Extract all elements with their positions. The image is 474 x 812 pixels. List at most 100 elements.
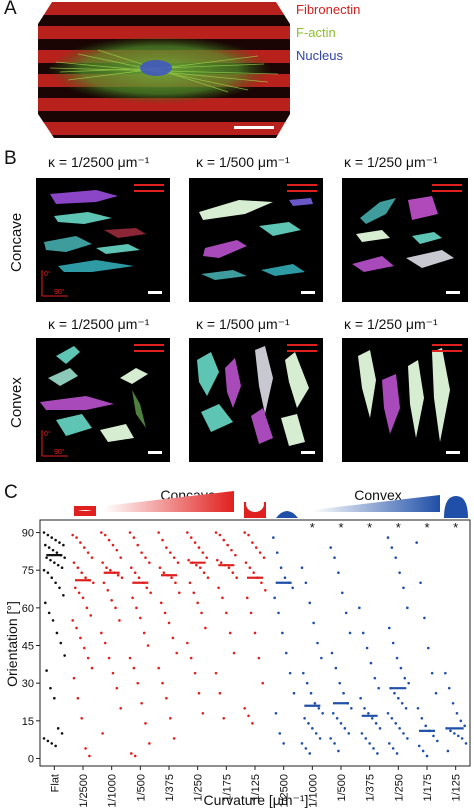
- x-axis-label: Curvature [μm⁻¹]: [204, 792, 309, 808]
- axis-arrows-icon: 0° 90°: [41, 430, 68, 457]
- data-point: [312, 621, 315, 625]
- data-point: [329, 737, 332, 740]
- concave-tile-3: [342, 178, 468, 302]
- x-tick-label: 1/1000: [107, 774, 119, 808]
- x-tick-label: 1/175: [221, 774, 233, 802]
- data-point: [333, 556, 336, 559]
- data-point: [42, 568, 46, 572]
- data-point: [257, 656, 261, 660]
- data-point: [72, 676, 76, 680]
- data-point: [305, 681, 309, 685]
- data-point: [73, 586, 77, 590]
- data-point: [300, 742, 304, 745]
- data-point: [451, 701, 455, 705]
- kappa-concave-3: κ = 1/250 μm⁻¹: [344, 154, 438, 170]
- data-point: [45, 669, 48, 672]
- y-axis-label: Orientation [°]: [4, 601, 20, 687]
- data-point: [398, 727, 401, 730]
- data-point: [109, 568, 112, 572]
- data-point: [376, 752, 379, 755]
- x-tick-label: 1/175: [422, 774, 434, 802]
- data-point: [158, 566, 162, 569]
- data-point: [370, 717, 374, 720]
- panel-a-micrograph: [38, 2, 290, 138]
- data-point: [62, 543, 65, 547]
- data-point: [189, 536, 193, 539]
- data-point: [204, 626, 207, 630]
- x-tick-label: 1/125: [250, 774, 262, 802]
- panel-b-letter: B: [4, 148, 17, 169]
- data-point: [308, 752, 312, 755]
- data-point: [90, 666, 94, 670]
- data-point: [445, 727, 448, 730]
- scale-bar: [301, 451, 315, 454]
- convex-cells-1: [40, 346, 148, 442]
- data-point: [434, 691, 438, 695]
- data-point: [303, 717, 306, 720]
- data-point: [388, 742, 391, 745]
- significance-star: *: [396, 520, 401, 535]
- x-tick-label: 1/500: [336, 774, 348, 802]
- data-point: [283, 576, 287, 580]
- significance-star: *: [453, 520, 458, 535]
- data-point: [53, 561, 56, 564]
- concave-tile-1: 0° 90°: [36, 178, 170, 302]
- data-point: [56, 727, 60, 730]
- data-point: [273, 596, 276, 600]
- data-point: [174, 581, 177, 585]
- data-point: [453, 732, 456, 735]
- data-point: [281, 631, 284, 635]
- data-point: [417, 744, 421, 748]
- data-point: [47, 611, 51, 615]
- data-point: [373, 676, 377, 680]
- data-point: [399, 666, 403, 670]
- panel-c-letter: C: [4, 482, 18, 503]
- data-point: [252, 571, 256, 575]
- data-point: [344, 611, 348, 615]
- data-point: [258, 551, 262, 554]
- concave-tile-2: [189, 178, 323, 302]
- data-point: [253, 631, 257, 635]
- convex-tile-1: 0° 90°: [36, 338, 170, 462]
- data-point: [119, 556, 122, 559]
- data-point: [46, 533, 50, 537]
- data-point: [463, 724, 466, 728]
- data-point: [159, 601, 163, 605]
- pattern-lines-icon: [134, 344, 164, 356]
- data-point: [226, 543, 229, 547]
- data-point: [314, 732, 318, 735]
- data-point: [107, 538, 111, 542]
- convex-tile-3: [342, 338, 468, 462]
- data-point: [51, 548, 55, 552]
- data-point: [140, 551, 143, 554]
- data-point: [447, 686, 451, 690]
- data-point: [402, 586, 405, 590]
- data-point: [228, 631, 232, 635]
- axis-label-0: 0°: [44, 430, 51, 438]
- convex-tile-2: [189, 338, 323, 462]
- data-point: [144, 556, 147, 559]
- data-point: [214, 671, 218, 675]
- data-point: [391, 641, 395, 645]
- data-point: [201, 711, 205, 715]
- data-point: [144, 722, 147, 725]
- data-point: [397, 696, 400, 700]
- data-point: [390, 546, 394, 549]
- scale-bar: [148, 291, 162, 294]
- data-point: [217, 586, 220, 590]
- data-point: [421, 749, 425, 753]
- axis-label-90: 90°: [54, 448, 65, 456]
- data-point: [416, 706, 420, 710]
- data-point: [225, 611, 228, 615]
- data-point: [142, 631, 146, 635]
- data-point: [62, 594, 65, 597]
- data-point: [272, 536, 275, 539]
- data-point: [455, 711, 459, 715]
- data-point: [321, 711, 324, 715]
- data-point: [85, 606, 89, 610]
- data-point: [221, 596, 224, 600]
- axis-label-90: 90°: [54, 288, 65, 296]
- data-point: [248, 566, 252, 569]
- data-point: [195, 563, 198, 567]
- significance-star: *: [338, 520, 343, 535]
